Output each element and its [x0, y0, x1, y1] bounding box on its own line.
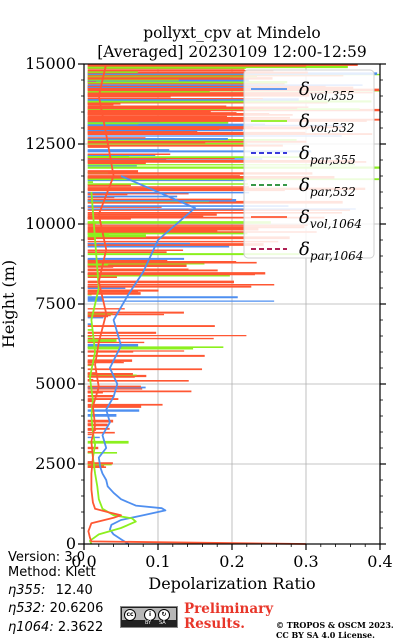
- sa-tag: SA: [159, 620, 166, 626]
- by-tag: BY: [145, 620, 152, 626]
- x-tick-label: 0.4: [367, 552, 392, 571]
- cc-icon: cc: [124, 609, 136, 621]
- legend: δvol,355δvol,532δpar,355δpar,532δvol,106…: [243, 69, 375, 263]
- x-axis-label: Depolarization Ratio: [148, 574, 315, 593]
- preliminary-notice: Preliminary Results.: [184, 602, 273, 632]
- y-tick-label: 15000: [25, 54, 76, 73]
- cc-license-badge: cc i ↻ BY SA: [120, 606, 178, 628]
- eta532-row: η532: 20.6206: [8, 600, 103, 618]
- copyright-line2: CC BY SA 4.0 License.: [276, 630, 375, 640]
- y-tick-label: 2500: [35, 454, 76, 473]
- eta532-value: 20.6206: [49, 601, 104, 616]
- eta355-value: 12.40: [55, 583, 93, 598]
- preliminary-line2: Results.: [184, 616, 245, 632]
- series-line-1: [89, 191, 137, 545]
- eta1064-row: η1064: 2.3622: [8, 619, 103, 637]
- eta355-row: η355: 12.40: [8, 582, 93, 600]
- x-tick-label: 0.0: [71, 552, 96, 571]
- y-tick-label: 5000: [35, 374, 76, 393]
- chart-title-line1: pollyxt_cpv at Mindelo: [143, 24, 321, 42]
- legend-box: [243, 69, 375, 259]
- y-tick-label: 0: [66, 534, 76, 553]
- eta1064-label: η1064:: [8, 620, 54, 635]
- attribution-icon: i: [144, 609, 156, 621]
- x-tick-label: 0.3: [293, 552, 318, 571]
- x-tick-label: 0.2: [219, 552, 244, 571]
- share-alike-icon: ↻: [158, 609, 170, 621]
- series-lines: [87, 63, 307, 545]
- y-tick-label: 12500: [25, 134, 76, 153]
- x-tick-label: 0.1: [145, 552, 170, 571]
- version-text: Version: 3.0: [8, 550, 85, 565]
- y-axis-label: Height (m): [0, 260, 18, 348]
- eta532-label: η532:: [8, 601, 46, 616]
- method-text: Method: Klett: [8, 565, 96, 580]
- y-tick-label: 7500: [35, 294, 76, 313]
- eta355-label: η355:: [8, 583, 46, 598]
- eta1064-value: 2.3622: [57, 620, 104, 635]
- preliminary-line1: Preliminary: [184, 601, 274, 617]
- y-tick-label: 10000: [25, 214, 76, 233]
- series-line-0: [97, 175, 196, 545]
- chart-title-line2: [Averaged] 20230109 12:00-12:59: [97, 43, 367, 61]
- axis-ticks: 0.0 0.1 0.2 0.3 0.4 0 2500 5000 7500 10000 12500 15…: [25, 54, 393, 571]
- series-line-2: [87, 63, 307, 545]
- copyright-line1: © TROPOS & OSCM 2023.: [276, 620, 394, 630]
- copyright-notice: © TROPOS & OSCM 2023. CC BY SA 4.0 Licen…: [276, 620, 394, 640]
